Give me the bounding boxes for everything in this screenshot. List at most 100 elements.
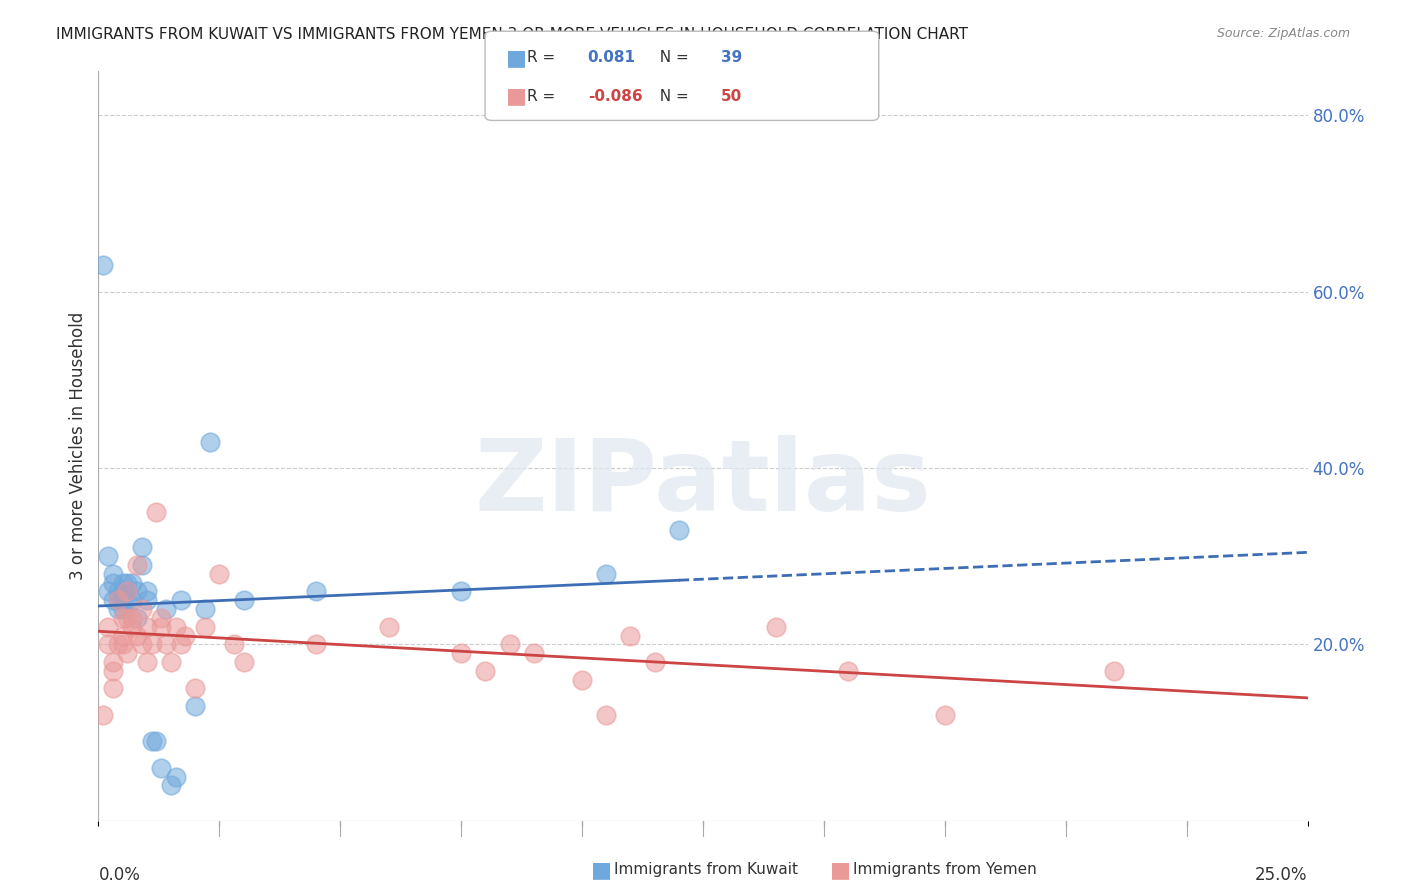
Text: 0.0%: 0.0%: [98, 865, 141, 884]
Point: [155, 602, 177, 616]
Text: 25.0%: 25.0%: [1256, 865, 1308, 884]
Point: [169, 637, 191, 651]
Point: [135, 584, 157, 599]
Point: [135, 620, 157, 634]
Point: [97, 584, 120, 599]
Point: [101, 681, 124, 696]
Point: [121, 593, 143, 607]
Point: [117, 593, 139, 607]
Point: [97, 620, 120, 634]
Point: [111, 593, 134, 607]
Point: [523, 646, 546, 660]
Text: 50: 50: [721, 89, 742, 103]
Point: [91, 707, 114, 722]
Point: [837, 664, 859, 678]
Point: [131, 637, 153, 651]
Text: ■: ■: [506, 48, 527, 68]
Point: [934, 707, 956, 722]
Text: Immigrants from Kuwait: Immigrants from Kuwait: [614, 863, 799, 877]
Point: [198, 434, 221, 449]
Point: [97, 637, 120, 651]
Point: [111, 575, 134, 590]
Point: [127, 558, 149, 572]
Point: [474, 664, 496, 678]
Point: [165, 770, 187, 784]
Point: [1102, 664, 1125, 678]
Point: [111, 584, 134, 599]
Point: [668, 523, 690, 537]
Point: [117, 646, 139, 660]
Point: [184, 681, 207, 696]
Point: [150, 620, 173, 634]
Text: N =: N =: [650, 51, 693, 65]
Point: [595, 566, 617, 581]
Point: [184, 699, 207, 714]
Point: [111, 628, 134, 642]
Point: [107, 584, 129, 599]
Point: [107, 602, 129, 616]
Point: [165, 620, 187, 634]
Point: [595, 707, 617, 722]
Point: [117, 575, 139, 590]
Point: [222, 637, 245, 651]
Point: [131, 602, 153, 616]
Text: ZIPatlas: ZIPatlas: [475, 435, 931, 532]
Point: [450, 646, 472, 660]
Point: [107, 593, 129, 607]
Text: R =: R =: [527, 51, 561, 65]
Point: [127, 628, 149, 642]
Point: [150, 611, 173, 625]
Point: [141, 734, 163, 748]
Point: [160, 655, 183, 669]
Point: [145, 734, 167, 748]
Point: [111, 637, 134, 651]
Text: 0.081: 0.081: [588, 51, 636, 65]
Text: ■: ■: [506, 87, 527, 106]
Point: [97, 549, 120, 564]
Point: [107, 637, 129, 651]
Text: -0.086: -0.086: [588, 89, 643, 103]
Point: [450, 584, 472, 599]
Point: [121, 575, 143, 590]
Point: [571, 673, 593, 687]
Point: [117, 611, 139, 625]
Point: [145, 505, 167, 519]
Point: [101, 664, 124, 678]
Point: [135, 655, 157, 669]
Point: [131, 558, 153, 572]
Text: ■: ■: [830, 860, 851, 880]
Point: [127, 611, 149, 625]
Point: [208, 566, 231, 581]
Point: [377, 620, 399, 634]
Point: [141, 637, 163, 651]
Point: [155, 637, 177, 651]
Point: [107, 593, 129, 607]
Point: [91, 258, 114, 272]
Point: [174, 628, 197, 642]
Point: [111, 611, 134, 625]
Point: [131, 541, 153, 555]
Text: Immigrants from Yemen: Immigrants from Yemen: [853, 863, 1038, 877]
Text: Source: ZipAtlas.com: Source: ZipAtlas.com: [1216, 27, 1350, 40]
Point: [305, 637, 328, 651]
Text: N =: N =: [650, 89, 693, 103]
Point: [619, 628, 641, 642]
Point: [135, 593, 157, 607]
Point: [117, 584, 139, 599]
Point: [117, 584, 139, 599]
Point: [160, 778, 183, 792]
Point: [150, 761, 173, 775]
Point: [498, 637, 520, 651]
Y-axis label: 3 or more Vehicles in Household: 3 or more Vehicles in Household: [69, 312, 87, 580]
Point: [127, 584, 149, 599]
Point: [101, 575, 124, 590]
Point: [765, 620, 787, 634]
Text: R =: R =: [527, 89, 561, 103]
Point: [194, 602, 217, 616]
Text: ■: ■: [591, 860, 612, 880]
Point: [101, 655, 124, 669]
Point: [121, 611, 143, 625]
Point: [232, 655, 254, 669]
Point: [101, 593, 124, 607]
Text: IMMIGRANTS FROM KUWAIT VS IMMIGRANTS FROM YEMEN 3 OR MORE VEHICLES IN HOUSEHOLD : IMMIGRANTS FROM KUWAIT VS IMMIGRANTS FRO…: [56, 27, 969, 42]
